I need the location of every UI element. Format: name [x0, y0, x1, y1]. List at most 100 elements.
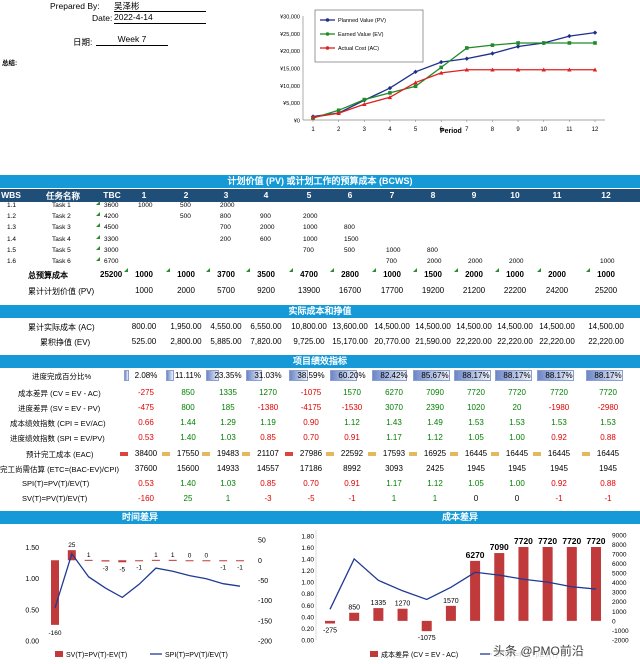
task-cell[interactable]: 1000 — [138, 202, 153, 209]
task-cell[interactable]: 2000 — [220, 202, 235, 209]
progress-bar — [206, 370, 219, 381]
task-cell[interactable]: 500 — [344, 246, 355, 254]
task-name: Task 4 — [52, 235, 71, 243]
col-period: 11 — [552, 190, 562, 200]
data-point — [490, 43, 495, 47]
task-cell[interactable]: 1000 — [303, 224, 318, 232]
task-cell[interactable]: 1000 — [386, 246, 401, 254]
task-cell[interactable]: 800 — [344, 224, 355, 232]
prepared-value[interactable]: 吴泽彬 — [114, 0, 206, 12]
eac-row: 预计完工成本 (EAC) 38400 17550 19483 21107 27986 225… — [0, 447, 640, 460]
value-cell: -475 — [137, 403, 154, 412]
y2-tick: 0 — [612, 618, 616, 625]
sv-bar — [51, 560, 59, 625]
task-cell[interactable]: 700 — [303, 246, 314, 254]
value-cell: 11.11% — [175, 371, 201, 380]
cv-bar — [566, 547, 577, 621]
task-tbc[interactable]: 4500 — [104, 224, 119, 232]
task-cell[interactable]: 800 — [220, 213, 231, 221]
value-cell: 22,220.00 — [456, 337, 492, 346]
bar-label: -160 — [48, 630, 61, 637]
value-cell: 16700 — [338, 286, 362, 295]
task-cell[interactable]: 2000 — [303, 213, 318, 221]
task-tbc[interactable]: 6700 — [104, 258, 119, 265]
task-cell[interactable]: 2000 — [509, 258, 524, 265]
task-row[interactable]: 1.2 Task 2 4200 500 800 900 2000 — [0, 212, 640, 223]
task-cell[interactable]: 600 — [260, 235, 271, 243]
cv-bar — [325, 620, 335, 624]
value-cell: 24200 — [545, 286, 569, 295]
value-cell: 3500 — [257, 270, 275, 279]
value-cell: 0.91 — [344, 433, 360, 442]
week-label: 日期: — [73, 37, 93, 47]
value-cell: 1.40 — [180, 479, 196, 488]
legend-entry: SPI(T)=PV(T)/EV(T) — [165, 652, 228, 659]
etc-label: 完工尚需估算 (ETC=(BAC-EV)/CPI) — [0, 465, 119, 474]
value-cell: 27986 — [299, 449, 323, 458]
progress-bar — [537, 370, 575, 381]
task-cell[interactable]: 700 — [386, 258, 397, 265]
sv-bar — [151, 559, 160, 561]
y-tick: ¥0 — [294, 119, 300, 125]
bar-label: -1 — [237, 565, 243, 572]
sv-label: 进度差异 (SV = EV - PV) — [18, 404, 101, 413]
date-value[interactable]: 2022-4-14 — [114, 12, 206, 24]
data-point — [567, 67, 572, 72]
budget-row: 总预算成本 25200 1000 1000 3700 3500 4700 2800 1000… — [0, 268, 640, 281]
task-cell[interactable]: 500 — [180, 213, 191, 221]
week-value[interactable]: Week 7 — [96, 34, 168, 46]
data-point — [388, 91, 392, 95]
task-cell[interactable]: 2000 — [468, 258, 483, 265]
cell-flag — [330, 268, 334, 272]
value-cell: 13900 — [297, 286, 321, 295]
task-cell[interactable]: 900 — [260, 213, 271, 221]
task-cell[interactable]: 800 — [427, 246, 438, 254]
task-tbc[interactable]: 3300 — [104, 235, 119, 243]
value-cell: 1.43 — [386, 418, 402, 427]
status-chip — [368, 452, 376, 456]
task-tbc[interactable]: 4200 — [104, 213, 119, 221]
y2-tick: 2000 — [612, 599, 627, 606]
status-chip — [120, 452, 128, 456]
task-cell[interactable]: 2000 — [260, 224, 275, 232]
task-cell[interactable]: 700 — [220, 224, 231, 232]
task-row[interactable]: 1.6 Task 6 6700 700 2000 2000 2000 1000 — [0, 257, 640, 268]
task-row[interactable]: 1.4 Task 4 3300 200 600 1000 1500 — [0, 234, 640, 246]
value-cell: 5700 — [217, 286, 235, 295]
value-cell: 0.92 — [551, 433, 567, 442]
task-cell[interactable]: 1500 — [344, 235, 359, 243]
col-period: 1 — [141, 190, 147, 200]
status-chip — [582, 452, 590, 456]
task-cell[interactable]: 500 — [180, 202, 191, 209]
task-row[interactable]: 1.1 Task 1 3600 1000 500 2000 — [0, 201, 640, 212]
bar-label: 0 — [205, 552, 209, 559]
value-cell: 16445 — [464, 449, 488, 458]
cv-bar — [518, 547, 529, 621]
value-cell: 37600 — [134, 464, 158, 473]
cell-flag — [166, 268, 170, 272]
prepared-label: Prepared By: — [50, 1, 100, 11]
task-row[interactable]: 1.3 Task 3 4500 700 2000 1000 800 — [0, 223, 640, 234]
y2-tick: 3000 — [612, 590, 627, 597]
task-row[interactable]: 1.5 Task 5 3000 700 500 1000 800 — [0, 245, 640, 257]
task-tbc[interactable]: 3600 — [104, 202, 119, 209]
data-point — [541, 67, 546, 72]
task-cell[interactable]: 1000 — [303, 235, 318, 243]
value-cell: 1000 — [135, 286, 153, 295]
budget-label: 总预算成本 — [28, 271, 68, 280]
value-cell: 0.92 — [551, 479, 567, 488]
progress-bar — [413, 370, 450, 381]
value-cell: -1075 — [300, 388, 322, 397]
task-cell[interactable]: 2000 — [427, 258, 442, 265]
y2-tick: -150 — [258, 618, 272, 625]
cum-pv-row: 累计计划价值 (PV) 1000 2000 5700 9200 13900 16700 17… — [0, 284, 640, 297]
series-line — [312, 42, 595, 119]
task-tbc[interactable]: 3000 — [104, 246, 119, 254]
value-cell: 25200 — [594, 286, 618, 295]
value-cell: 21,590.00 — [415, 337, 451, 346]
x-tick: 6 — [440, 127, 444, 133]
task-cell[interactable]: 200 — [220, 235, 231, 243]
value-cell: 1945 — [599, 464, 617, 473]
ac-row: 累计实际成本 (AC) 800.00 1,950.00 4,550.00 6,550.… — [0, 320, 640, 333]
task-cell[interactable]: 1000 — [600, 258, 615, 265]
